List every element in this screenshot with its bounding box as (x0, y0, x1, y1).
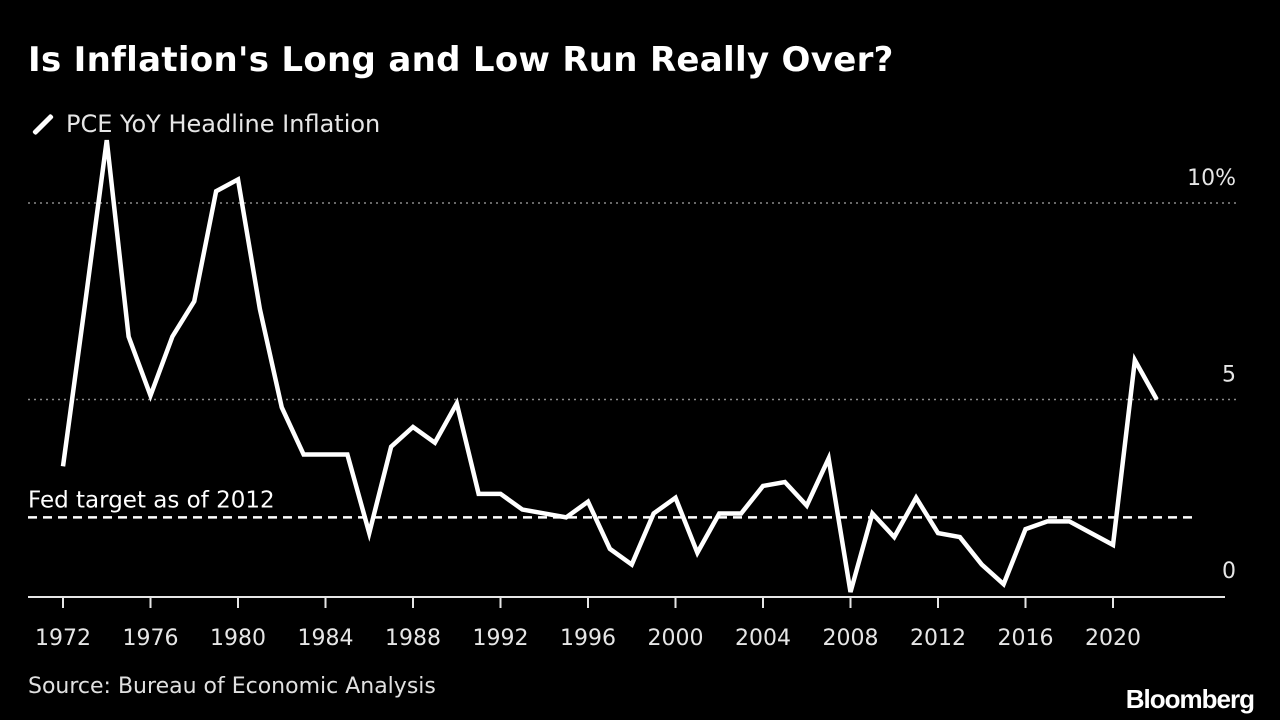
y-tick-label: 5 (1222, 363, 1236, 388)
x-tick-label: 2012 (910, 626, 966, 651)
y-tick-label: 10% (1187, 166, 1236, 191)
x-tick-label: 2000 (648, 626, 704, 651)
legend-label: PCE YoY Headline Inflation (66, 110, 381, 138)
x-tick-label: 1980 (210, 626, 266, 651)
y-tick-label: 0 (1222, 559, 1236, 584)
x-tick-label: 1988 (385, 626, 441, 651)
x-tick-label: 2004 (735, 626, 791, 651)
x-tick-label: 1976 (123, 626, 179, 651)
fed-target-label: Fed target as of 2012 (28, 487, 275, 513)
x-tick-label: 1984 (298, 626, 354, 651)
x-tick-label: 2020 (1085, 626, 1141, 651)
legend: PCE YoY Headline Inflation (30, 110, 380, 138)
chart-title: Is Inflation's Long and Low Run Really O… (28, 40, 894, 80)
x-tick-label: 1996 (560, 626, 616, 651)
x-tick-label: 2016 (998, 626, 1054, 651)
x-tick-label: 1972 (35, 626, 91, 651)
pce-inflation-line (60, 139, 1159, 593)
bloomberg-logo: Bloomberg (1125, 684, 1255, 714)
source-note: Source: Bureau of Economic Analysis (28, 674, 436, 699)
x-tick-label: 2008 (823, 626, 879, 651)
x-tick-label: 1992 (473, 626, 529, 651)
